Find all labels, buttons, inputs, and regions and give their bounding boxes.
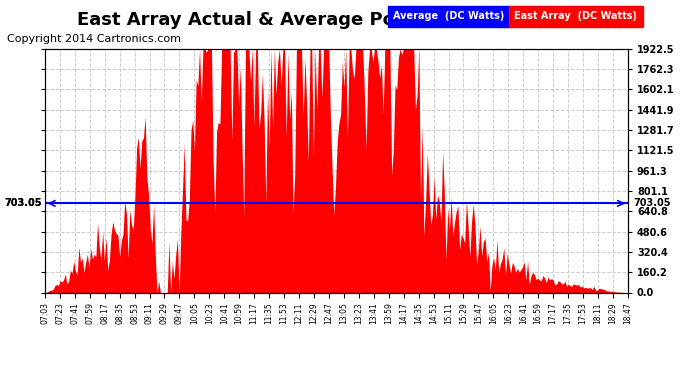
Text: Copyright 2014 Cartronics.com: Copyright 2014 Cartronics.com	[7, 34, 181, 44]
Text: 703.05: 703.05	[4, 198, 41, 208]
Text: East Array Actual & Average Power Sat Mar 15 18:54: East Array Actual & Average Power Sat Ma…	[77, 11, 613, 29]
Text: East Array  (DC Watts): East Array (DC Watts)	[514, 11, 637, 21]
Text: 703.05: 703.05	[633, 198, 671, 208]
Text: Average  (DC Watts): Average (DC Watts)	[393, 11, 504, 21]
Text: 703.05: 703.05	[4, 198, 41, 208]
